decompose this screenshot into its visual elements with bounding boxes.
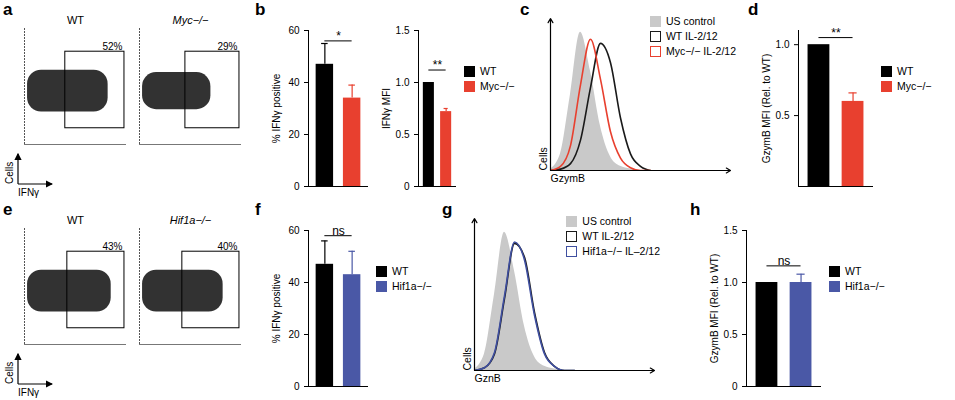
html-text:c: c xyxy=(520,0,530,19)
svg-text:1.5: 1.5 xyxy=(396,25,410,36)
html-text:e: e xyxy=(3,200,13,219)
svg-text:WT: WT xyxy=(67,214,84,226)
svg-text:52%: 52% xyxy=(102,41,122,52)
svg-text:Myc−/−: Myc−/− xyxy=(172,14,209,26)
html-text:h: h xyxy=(690,200,701,219)
svg-text:1.0: 1.0 xyxy=(396,77,410,88)
svg-text:0.5: 0.5 xyxy=(724,329,738,340)
html-text:f: f xyxy=(255,200,261,219)
svg-text:60: 60 xyxy=(288,25,300,36)
svg-text:29%: 29% xyxy=(217,41,237,52)
svg-text:**: ** xyxy=(831,26,841,40)
html-text:WT IL-2/12: WT IL-2/12 xyxy=(666,30,718,42)
svg-text:0.5: 0.5 xyxy=(776,110,790,121)
svg-text:Cells: Cells xyxy=(461,347,473,370)
html-text:Myc−/−: Myc−/− xyxy=(897,80,932,92)
svg-text:0.5: 0.5 xyxy=(396,129,410,140)
svg-text:ns: ns xyxy=(778,254,791,268)
svg-text:1.5: 1.5 xyxy=(724,225,738,236)
svg-text:0: 0 xyxy=(404,181,410,192)
svg-text:40: 40 xyxy=(288,77,300,88)
svg-text:40%: 40% xyxy=(217,241,237,252)
html-text:WT IL-2/12: WT IL-2/12 xyxy=(582,230,635,242)
svg-text:Cells: Cells xyxy=(4,362,15,384)
html-text:d: d xyxy=(748,0,759,19)
svg-text:0: 0 xyxy=(732,381,738,392)
svg-text:0: 0 xyxy=(294,381,300,392)
html-text:Myc−/− IL-2/12: Myc−/− IL-2/12 xyxy=(666,45,736,57)
svg-text:WT: WT xyxy=(67,14,84,26)
svg-text:Hif1a−/−: Hif1a−/− xyxy=(170,214,212,226)
svg-text:1.0: 1.0 xyxy=(776,39,790,50)
svg-text:GzymB MFI (Rel. to WT): GzymB MFI (Rel. to WT) xyxy=(761,54,772,163)
svg-text:43%: 43% xyxy=(102,241,122,252)
svg-text:IFNγ: IFNγ xyxy=(18,187,39,198)
html-text:a: a xyxy=(3,0,13,19)
svg-text:**: ** xyxy=(433,58,443,72)
svg-text:1.0: 1.0 xyxy=(724,277,738,288)
svg-text:*: * xyxy=(336,29,341,43)
html-text:US control: US control xyxy=(582,215,632,227)
svg-text:IFNγ: IFNγ xyxy=(18,387,39,398)
svg-text:Cells: Cells xyxy=(537,147,549,170)
svg-text:IFNγ MFI: IFNγ MFI xyxy=(381,88,392,129)
svg-text:% IFNγ positive: % IFNγ positive xyxy=(271,273,282,343)
svg-text:40: 40 xyxy=(288,277,300,288)
svg-text:60: 60 xyxy=(288,225,300,236)
svg-text:0: 0 xyxy=(294,181,300,192)
svg-text:20: 20 xyxy=(288,329,300,340)
html-text:Hif1a−/−: Hif1a−/− xyxy=(845,280,885,292)
svg-text:Cells: Cells xyxy=(4,162,15,184)
html-text:WT: WT xyxy=(897,65,914,77)
svg-text:20: 20 xyxy=(288,129,300,140)
svg-text:GznB: GznB xyxy=(475,372,501,384)
html-text:g: g xyxy=(442,200,453,219)
html-text:WT: WT xyxy=(845,265,862,277)
html-text:Hif1a−/−: Hif1a−/− xyxy=(392,280,432,292)
html-text:US control: US control xyxy=(666,15,715,27)
svg-text:GzymB MFI (Rel. to WT): GzymB MFI (Rel. to WT) xyxy=(709,254,720,363)
html-text:Myc−/−: Myc−/− xyxy=(480,80,515,92)
svg-text:% IFNγ positive: % IFNγ positive xyxy=(271,73,282,143)
html-text:b: b xyxy=(255,0,266,19)
svg-text:GzymB: GzymB xyxy=(551,172,585,184)
html-text:Hif1a−/− IL–2/12: Hif1a−/− IL–2/12 xyxy=(582,245,660,257)
svg-text:ns: ns xyxy=(332,224,345,238)
html-text:WT: WT xyxy=(392,265,409,277)
html-text:WT: WT xyxy=(480,65,497,77)
